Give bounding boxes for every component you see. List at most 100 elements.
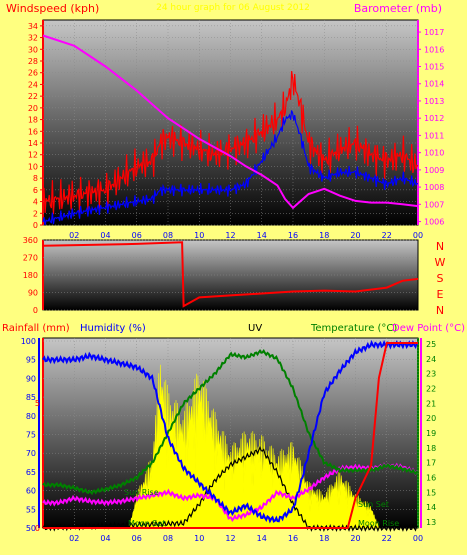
moonset-annotation: Moon Set [128, 519, 165, 528]
climate-x-tick-label: 04 [100, 534, 110, 543]
rainfall-label: Rainfall (mm) [2, 323, 70, 334]
temperature-label: Temperature (°C) [310, 323, 397, 334]
wind-x-tick-label: 00 [413, 231, 423, 240]
temperature-tick-label: 24 [426, 355, 436, 364]
direction-series [42, 241, 419, 308]
temperature-tick-label: 17 [426, 459, 436, 468]
temperature-tick-label: 16 [426, 474, 436, 483]
wind-tick-label: 18 [28, 116, 38, 125]
climate-x-tick-label: 22 [382, 534, 392, 543]
windspeed-series [42, 71, 419, 215]
baro-tick-label: 1013 [424, 97, 444, 106]
wind-x-tick-label: 18 [319, 231, 329, 240]
wind-x-tick-label: 16 [288, 231, 298, 240]
wind-x-tick-label: 08 [163, 231, 173, 240]
climate-x-tick-label: 02 [69, 534, 79, 543]
climate-x-tick-label: 10 [194, 534, 204, 543]
wind-tick-label: 16 [28, 127, 38, 136]
wind-gridlines [43, 20, 419, 226]
temperature-tick-label: 25 [426, 340, 436, 349]
humidity-tick-label: 80 [26, 412, 36, 421]
baro-tick-label: 1012 [424, 114, 444, 123]
sunshine-series [128, 364, 380, 529]
graph-title: 24 hour graph for 06 August 2012 [156, 3, 310, 13]
dir-letter-w: W [435, 256, 446, 269]
direction-tick-label: 270 [23, 254, 38, 263]
baro-tick-label: 1014 [424, 80, 444, 89]
tick-labels: 0246810121416182022242628303234100610071… [21, 22, 445, 543]
temperature-series [42, 348, 419, 496]
baro-tick-label: 1010 [424, 149, 444, 158]
wind-tick-label: 8 [33, 174, 38, 183]
wind-tick-label: 22 [28, 92, 38, 101]
baro-tick-label: 1008 [424, 183, 444, 192]
climate-x-tick-label: 16 [288, 534, 298, 543]
temperature-tick-label: 15 [426, 488, 436, 497]
dewpoint-label: Dew Point (°C) [392, 323, 465, 334]
wind-x-tick-label: 22 [382, 231, 392, 240]
humidity-label: Humidity (%) [80, 323, 146, 334]
gust-series [42, 110, 419, 226]
direction-tick-label: 0 [33, 306, 38, 315]
humidity-tick-label: 90 [26, 374, 36, 383]
baro-tick-label: 1007 [424, 200, 444, 209]
humidity-series [42, 339, 419, 524]
baro-tick-label: 1006 [424, 218, 444, 227]
moonrise-annotation: Moon Rise [358, 519, 399, 528]
wind-tick-label: 2 [33, 209, 38, 218]
wind-tick-label: 20 [28, 104, 38, 113]
humidity-tick-label: 50 [26, 524, 36, 533]
climate-x-tick-label: 06 [132, 534, 142, 543]
direction-tick-label: 360 [23, 236, 38, 245]
wind-x-tick-label: 06 [132, 231, 142, 240]
baro-tick-label: 1011 [424, 131, 444, 140]
climate-x-tick-label: 08 [163, 534, 173, 543]
wind-x-tick-label: 04 [100, 231, 110, 240]
windspeed-label: Windspeed (kph) [6, 2, 99, 15]
temperature-tick-label: 23 [426, 370, 436, 379]
baro-tick-label: 1017 [424, 28, 444, 37]
baro-tick-label: 1009 [424, 166, 444, 175]
climate-x-tick-label: 18 [319, 534, 329, 543]
wind-tick-label: 0 [33, 221, 38, 230]
wind-tick-label: 34 [28, 22, 38, 31]
humidity-tick-label: 60 [26, 487, 36, 496]
humidity-tick-label: 85 [26, 393, 36, 402]
climate-x-tick-label: 12 [225, 534, 235, 543]
temperature-tick-label: 18 [426, 444, 436, 453]
humidity-tick-label: 65 [26, 468, 36, 477]
wind-x-tick-label: 02 [69, 231, 79, 240]
rain-tick-label: 0 [35, 524, 40, 533]
dir-letter-e: E [437, 288, 444, 301]
wind-tick-label: 32 [28, 34, 38, 43]
climate-x-tick-label: 14 [257, 534, 267, 543]
temperature-tick-label: 20 [426, 414, 436, 423]
wind-x-tick-label: 12 [225, 231, 235, 240]
direction-tick-label: 90 [28, 289, 38, 298]
temperature-tick-label: 19 [426, 429, 436, 438]
rainfall-series [43, 342, 418, 529]
wind-tick-label: 28 [28, 57, 38, 66]
wind-tick-label: 24 [28, 80, 38, 89]
dir-letter-n-bottom: N [436, 304, 444, 317]
rain-tick-label: 5 [35, 399, 40, 408]
barometer-label: Barometer (mb) [354, 2, 442, 15]
wind-tick-label: 6 [33, 186, 38, 195]
temperature-tick-label: 13 [426, 518, 436, 527]
humidity-tick-label: 100 [21, 337, 36, 346]
humidity-tick-label: 70 [26, 449, 36, 458]
wind-tick-label: 4 [33, 198, 38, 207]
baro-tick-label: 1016 [424, 45, 444, 54]
humidity-tick-label: 55 [26, 505, 36, 514]
dewpoint-series [42, 462, 419, 522]
wind-x-tick-label: 20 [350, 231, 360, 240]
wind-tick-label: 30 [28, 45, 38, 54]
wind-tick-label: 10 [28, 162, 38, 171]
uv-series [42, 445, 419, 533]
wind-x-tick-label: 10 [194, 231, 204, 240]
humidity-tick-label: 95 [26, 356, 36, 365]
humidity-tick-label: 75 [26, 431, 36, 440]
wind-tick-label: 12 [28, 151, 38, 160]
wind-tick-label: 14 [28, 139, 38, 148]
